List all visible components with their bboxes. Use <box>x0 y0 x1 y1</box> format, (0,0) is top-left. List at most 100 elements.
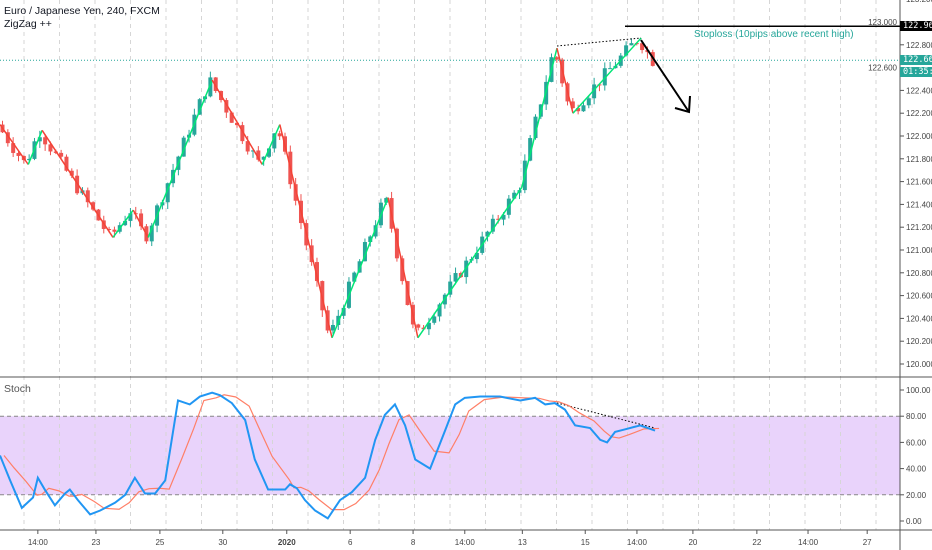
candle-body <box>570 101 575 109</box>
price-tick-label: 121.200 <box>906 223 932 232</box>
down-arrow-icon <box>640 39 690 113</box>
candle-body <box>426 322 431 330</box>
candle-body <box>629 43 634 46</box>
candle-body <box>272 133 277 149</box>
zigzag-indicator-label[interactable]: ZigZag ++ <box>4 18 52 30</box>
zigzag-segment <box>417 186 523 339</box>
candle-body <box>245 141 250 152</box>
candle-body <box>208 77 213 97</box>
time-tick-label: 27 <box>863 538 872 547</box>
time-tick-label: 14:00 <box>28 538 49 547</box>
candle-body <box>640 43 645 51</box>
candle-body <box>352 272 357 282</box>
candle-body <box>235 122 240 126</box>
candle-body <box>533 116 538 139</box>
time-tick-label: 23 <box>91 538 100 547</box>
candle-body <box>490 218 495 232</box>
candle-body <box>37 137 42 142</box>
candle-body <box>448 281 453 295</box>
price-tick-label: 123.000 <box>868 18 897 27</box>
candle-body <box>362 242 367 262</box>
candle-body <box>501 214 506 220</box>
candle-body <box>11 143 16 153</box>
price-tick-label: 120.800 <box>906 269 932 278</box>
price-tick-label: 122.200 <box>906 109 932 118</box>
candle-body <box>85 190 90 203</box>
candle-body <box>394 228 399 259</box>
stoch-tick-label: 80.00 <box>906 412 927 421</box>
zigzag-segment <box>211 79 263 165</box>
zigzag-segment <box>112 209 134 238</box>
candle-body <box>128 213 133 221</box>
price-tick-label: 121.400 <box>906 200 932 209</box>
candle-body <box>224 100 229 113</box>
candle-body <box>251 150 256 152</box>
candle-body <box>123 220 128 226</box>
price-divergence-line <box>556 37 642 47</box>
candle-body <box>576 108 581 112</box>
candle-body <box>453 273 458 282</box>
stoch-indicator-label[interactable]: Stoch <box>4 383 31 395</box>
time-tick-label: 6 <box>348 538 353 547</box>
candle-body <box>69 170 74 176</box>
candle-body <box>373 225 378 237</box>
price-tick-label: 120.400 <box>906 314 932 323</box>
zigzag-segment <box>0 124 29 165</box>
candle-body <box>277 133 282 137</box>
price-tick-label: 120.000 <box>906 360 932 369</box>
stoch-d-line <box>3 394 660 511</box>
candle-body <box>43 137 48 145</box>
zigzag-segment <box>521 48 558 188</box>
candle-body <box>293 184 298 201</box>
zigzag-segment <box>279 124 333 338</box>
stoch-tick-label: 0.00 <box>906 517 922 526</box>
price-tick-label: 123.200 <box>906 0 932 4</box>
symbol-title: Euro / Japanese Yen, 240, FXCM <box>4 5 160 17</box>
time-tick-label: 14:00 <box>798 538 819 547</box>
candle-body <box>485 231 490 237</box>
time-tick-label: 20 <box>688 538 697 547</box>
candle-body <box>416 324 421 328</box>
candle-body <box>512 192 517 199</box>
candle-body <box>554 57 559 60</box>
candle-body <box>586 98 591 106</box>
candle-body <box>213 77 218 91</box>
zigzag-segment <box>132 209 149 238</box>
stoch-tick-label: 100.00 <box>906 386 931 395</box>
zigzag-segment <box>556 48 574 114</box>
time-tick-label: 14:00 <box>627 538 648 547</box>
candle-body <box>602 68 607 86</box>
candle-body <box>400 258 405 282</box>
price-tick-label: 121.000 <box>906 246 932 255</box>
candle-body <box>624 45 629 56</box>
stoch-k-line <box>0 391 656 520</box>
candle-body <box>405 281 410 306</box>
candle-body <box>474 252 479 260</box>
stoploss-annotation[interactable]: Stoploss (10pips above recent high) <box>694 29 854 40</box>
zigzag-segment <box>331 197 389 339</box>
candle-body <box>107 228 112 230</box>
candle-body <box>112 229 117 232</box>
candle-body <box>261 156 266 160</box>
candle-body <box>432 316 437 323</box>
price-tick-label: 121.800 <box>906 155 932 164</box>
price-tick-label: 122.400 <box>906 86 932 95</box>
candle-body <box>608 68 613 70</box>
candle-body <box>341 307 346 316</box>
candle-body <box>139 213 144 227</box>
zigzag-segment <box>261 124 281 165</box>
candle-body <box>267 148 271 157</box>
time-tick-label: 25 <box>155 538 164 547</box>
candle-body <box>314 262 319 282</box>
candle-body <box>16 152 21 156</box>
price-tick-label: 122.600 <box>868 64 897 73</box>
candle-body <box>48 144 53 152</box>
zigzag-segment <box>27 130 43 165</box>
stoch-tick-label: 20.00 <box>906 491 927 500</box>
candle-body <box>64 156 69 171</box>
price-tick-label: 120.200 <box>906 337 932 346</box>
last-price-tag: 122.664 <box>900 55 932 65</box>
candle-body <box>181 137 186 157</box>
arrowhead-icon <box>674 95 691 114</box>
